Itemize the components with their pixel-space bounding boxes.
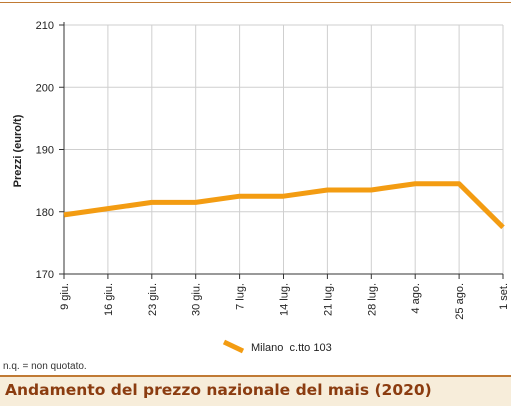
x-tick-label: 28 lug. xyxy=(366,283,378,316)
y-tick-labels: 170 180 190 200 210 xyxy=(36,20,54,281)
x-tick-label: 23 giu. xyxy=(147,283,159,316)
legend-swatch xyxy=(222,339,245,354)
x-tick-label: 25 ago. xyxy=(454,283,466,320)
top-rule xyxy=(0,2,511,3)
series-layer xyxy=(63,181,505,230)
legend-label: Milano c.tto 103 xyxy=(251,342,332,354)
legend: Milano c.tto 103 xyxy=(222,339,332,354)
y-tick-label: 210 xyxy=(36,20,54,32)
grid-layer xyxy=(63,24,504,274)
x-tick-label: 16 giu. xyxy=(103,283,115,316)
y-tick-label: 170 xyxy=(36,269,54,281)
x-tick-label: 9 giu. xyxy=(59,283,71,310)
x-tick-label: 21 lug. xyxy=(322,283,334,316)
x-tick-label: 4 ago. xyxy=(410,283,422,314)
y-tick-label: 190 xyxy=(36,145,54,157)
y-tick-label: 180 xyxy=(36,207,54,219)
x-tick-label: 14 lug. xyxy=(279,283,291,316)
x-tick-label: 1 set. xyxy=(498,283,510,310)
x-tick-label: 7 lug. xyxy=(235,283,247,310)
y-axis-label: Prezzi (euro/t) xyxy=(12,114,24,187)
axis-layer xyxy=(59,22,504,279)
x-tick-labels: 9 giu. 16 giu. 23 giu. 30 giu. 7 lug. 14 lug.… xyxy=(59,283,510,320)
caption-bar: Andamento del prezzo nazionale del mais … xyxy=(0,375,511,406)
line-chart: 170 180 190 200 210 9 giu. 16 giu. 23 giu. 30 g… xyxy=(12,20,510,354)
y-tick-label: 200 xyxy=(36,82,54,94)
x-tick-label: 30 giu. xyxy=(191,283,203,316)
chart-caption: Andamento del prezzo nazionale del mais … xyxy=(5,381,432,399)
footnote: n.q. = non quotato. xyxy=(3,361,87,372)
